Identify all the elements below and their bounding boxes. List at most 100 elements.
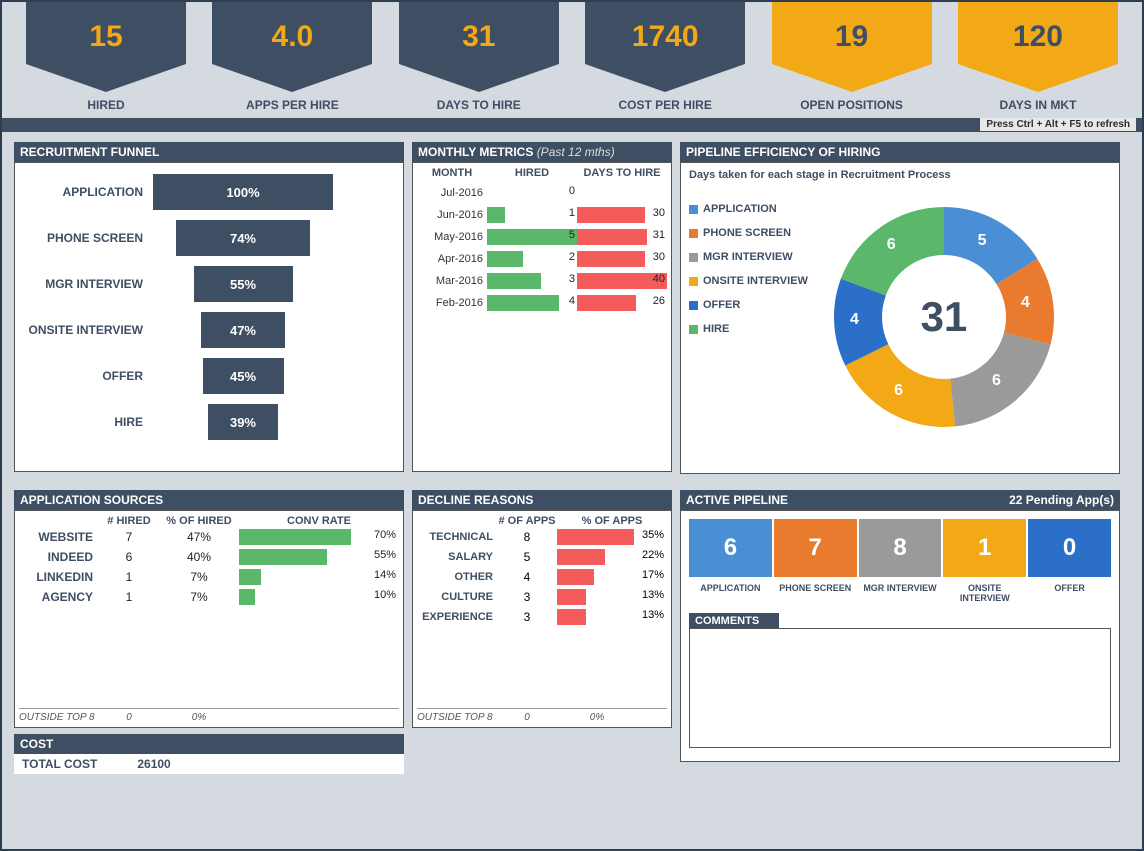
legend-item: APPLICATION xyxy=(689,203,808,215)
kpi-label: HIRED xyxy=(20,98,192,112)
funnel-row: APPLICATION 100% xyxy=(19,169,399,215)
kpi-value: 19 xyxy=(772,20,932,54)
funnel-bar: 100% xyxy=(153,174,333,210)
monthly-row: Mar-2016 3 40 xyxy=(417,270,667,292)
active-card-label: PHONE SCREEN xyxy=(774,583,857,603)
funnel-row: HIRE 39% xyxy=(19,399,399,445)
decline-row: CULTURE3 13% xyxy=(417,587,667,607)
funnel-stage-label: ONSITE INTERVIEW xyxy=(19,323,149,337)
active-card-label: ONSITE INTERVIEW xyxy=(943,583,1026,603)
funnel-row: ONSITE INTERVIEW 47% xyxy=(19,307,399,353)
decline-header: DECLINE REASONS xyxy=(412,490,672,510)
active-card-label: MGR INTERVIEW xyxy=(859,583,942,603)
active-header: ACTIVE PIPELINE 22 Pending App(s) xyxy=(680,490,1120,510)
funnel-stage-label: PHONE SCREEN xyxy=(19,231,149,245)
monthly-row: Jun-2016 1 30 xyxy=(417,204,667,226)
source-row: AGENCY17% 10% xyxy=(19,587,399,607)
active-card: 6 xyxy=(689,519,772,577)
donut-segment-label: 4 xyxy=(1021,294,1030,312)
active-pipeline-panel: ACTIVE PIPELINE 22 Pending App(s) 67810 … xyxy=(680,490,1120,770)
pipeline-eff-body: Days taken for each stage in Recruitment… xyxy=(680,162,1120,474)
pipeline-eff-header: PIPELINE EFFICIENCY OF HIRING xyxy=(680,142,1120,162)
kpi-label: APPS PER HIRE xyxy=(206,98,378,112)
application-sources-panel: APPLICATION SOURCES # HIRED% OF HIREDCON… xyxy=(14,490,404,770)
active-summary: 22 Pending App(s) xyxy=(1009,493,1114,507)
monthly-row: May-2016 5 31 xyxy=(417,226,667,248)
pipeline-legend: APPLICATIONPHONE SCREENMGR INTERVIEWONSI… xyxy=(689,187,808,447)
funnel-row: OFFER 45% xyxy=(19,353,399,399)
kpi-label: OPEN POSITIONS xyxy=(766,98,938,112)
decline-row: EXPERIENCE3 13% xyxy=(417,607,667,627)
kpi-cost-per-hire: 1740 COST PER HIRE xyxy=(579,2,751,112)
funnel-row: PHONE SCREEN 74% xyxy=(19,215,399,261)
refresh-hint: Press Ctrl + Alt + F5 to refresh xyxy=(980,118,1136,131)
kpi-label: COST PER HIRE xyxy=(579,98,751,112)
funnel-bar: 74% xyxy=(176,220,309,256)
active-card: 8 xyxy=(859,519,942,577)
active-card-label: OFFER xyxy=(1028,583,1111,603)
donut-segment-label: 6 xyxy=(992,372,1001,390)
kpi-value: 15 xyxy=(26,20,186,54)
legend-item: HIRE xyxy=(689,323,808,335)
donut-chart: 31 5 4 6 6 4 6 xyxy=(814,187,1074,447)
kpi-value: 120 xyxy=(958,20,1118,54)
kpi-days-to-hire: 31 DAYS TO HIRE xyxy=(393,2,565,112)
donut-segment-label: 4 xyxy=(850,311,859,329)
monthly-row: Jul-2016 0 xyxy=(417,182,667,204)
funnel-bar: 47% xyxy=(201,312,286,348)
active-card-label: APPLICATION xyxy=(689,583,772,603)
decline-row: OTHER4 17% xyxy=(417,567,667,587)
kpi-open-positions: 19 OPEN POSITIONS xyxy=(766,2,938,112)
funnel-row: MGR INTERVIEW 55% xyxy=(19,261,399,307)
sources-body: # HIRED% OF HIREDCONV RATEWEBSITE747% 70… xyxy=(14,510,404,728)
kpi-apps-per-hire: 4.0 APPS PER HIRE xyxy=(206,2,378,112)
cost-header: COST xyxy=(14,734,404,754)
recruitment-funnel-panel: RECRUITMENT FUNNEL APPLICATION 100%PHONE… xyxy=(14,142,404,482)
funnel-bar: 45% xyxy=(203,358,284,394)
monthly-body: MONTHHIREDDAYS TO HIREJul-2016 0 Jun-201… xyxy=(412,162,672,472)
monthly-row: Apr-2016 2 30 xyxy=(417,248,667,270)
monthly-header: MONTHLY METRICS (Past 12 mths) xyxy=(412,142,672,162)
funnel-stage-label: OFFER xyxy=(19,369,149,383)
decline-body: # OF APPS% OF APPSTECHNICAL8 35%SALARY5 … xyxy=(412,510,672,728)
legend-item: ONSITE INTERVIEW xyxy=(689,275,808,287)
funnel-bar: 39% xyxy=(208,404,278,440)
funnel-stage-label: HIRE xyxy=(19,415,149,429)
active-card: 7 xyxy=(774,519,857,577)
cost-body: TOTAL COST 26100 xyxy=(14,754,404,774)
refresh-bar: Press Ctrl + Alt + F5 to refresh xyxy=(2,118,1142,132)
funnel-bar: 55% xyxy=(194,266,293,302)
legend-item: MGR INTERVIEW xyxy=(689,251,808,263)
monthly-row: Feb-2016 4 26 xyxy=(417,292,667,314)
pipeline-efficiency-panel: PIPELINE EFFICIENCY OF HIRING Days taken… xyxy=(680,142,1120,482)
active-card: 0 xyxy=(1028,519,1111,577)
cost-value: 26100 xyxy=(137,757,170,771)
comments-box[interactable] xyxy=(689,628,1111,748)
funnel-stage-label: APPLICATION xyxy=(19,185,149,199)
kpi-hired: 15 HIRED xyxy=(20,2,192,112)
source-row: LINKEDIN17% 14% xyxy=(19,567,399,587)
donut-segment-label: 5 xyxy=(978,232,987,250)
decline-reasons-panel: DECLINE REASONS # OF APPS% OF APPSTECHNI… xyxy=(412,490,672,770)
legend-item: OFFER xyxy=(689,299,808,311)
donut-segment-label: 6 xyxy=(894,382,903,400)
donut-segment-label: 6 xyxy=(887,236,896,254)
kpi-row: 15 HIRED 4.0 APPS PER HIRE 31 DAYS TO HI… xyxy=(2,2,1142,118)
source-row: WEBSITE747% 70% xyxy=(19,527,399,547)
kpi-value: 31 xyxy=(399,20,559,54)
monthly-metrics-panel: MONTHLY METRICS (Past 12 mths) MONTHHIRE… xyxy=(412,142,672,482)
funnel-body: APPLICATION 100%PHONE SCREEN 74%MGR INTE… xyxy=(14,162,404,472)
sources-header: APPLICATION SOURCES xyxy=(14,490,404,510)
kpi-days-in-mkt: 120 DAYS IN MKT xyxy=(952,2,1124,112)
decline-row: TECHNICAL8 35% xyxy=(417,527,667,547)
kpi-label: DAYS IN MKT xyxy=(952,98,1124,112)
active-card: 1 xyxy=(943,519,1026,577)
funnel-header: RECRUITMENT FUNNEL xyxy=(14,142,404,162)
funnel-stage-label: MGR INTERVIEW xyxy=(19,277,149,291)
source-row: INDEED640% 55% xyxy=(19,547,399,567)
donut-center-value: 31 xyxy=(921,293,968,341)
kpi-value: 1740 xyxy=(585,20,745,54)
comments-header: COMMENTS xyxy=(689,613,779,629)
decline-row: SALARY5 22% xyxy=(417,547,667,567)
kpi-value: 4.0 xyxy=(212,20,372,54)
